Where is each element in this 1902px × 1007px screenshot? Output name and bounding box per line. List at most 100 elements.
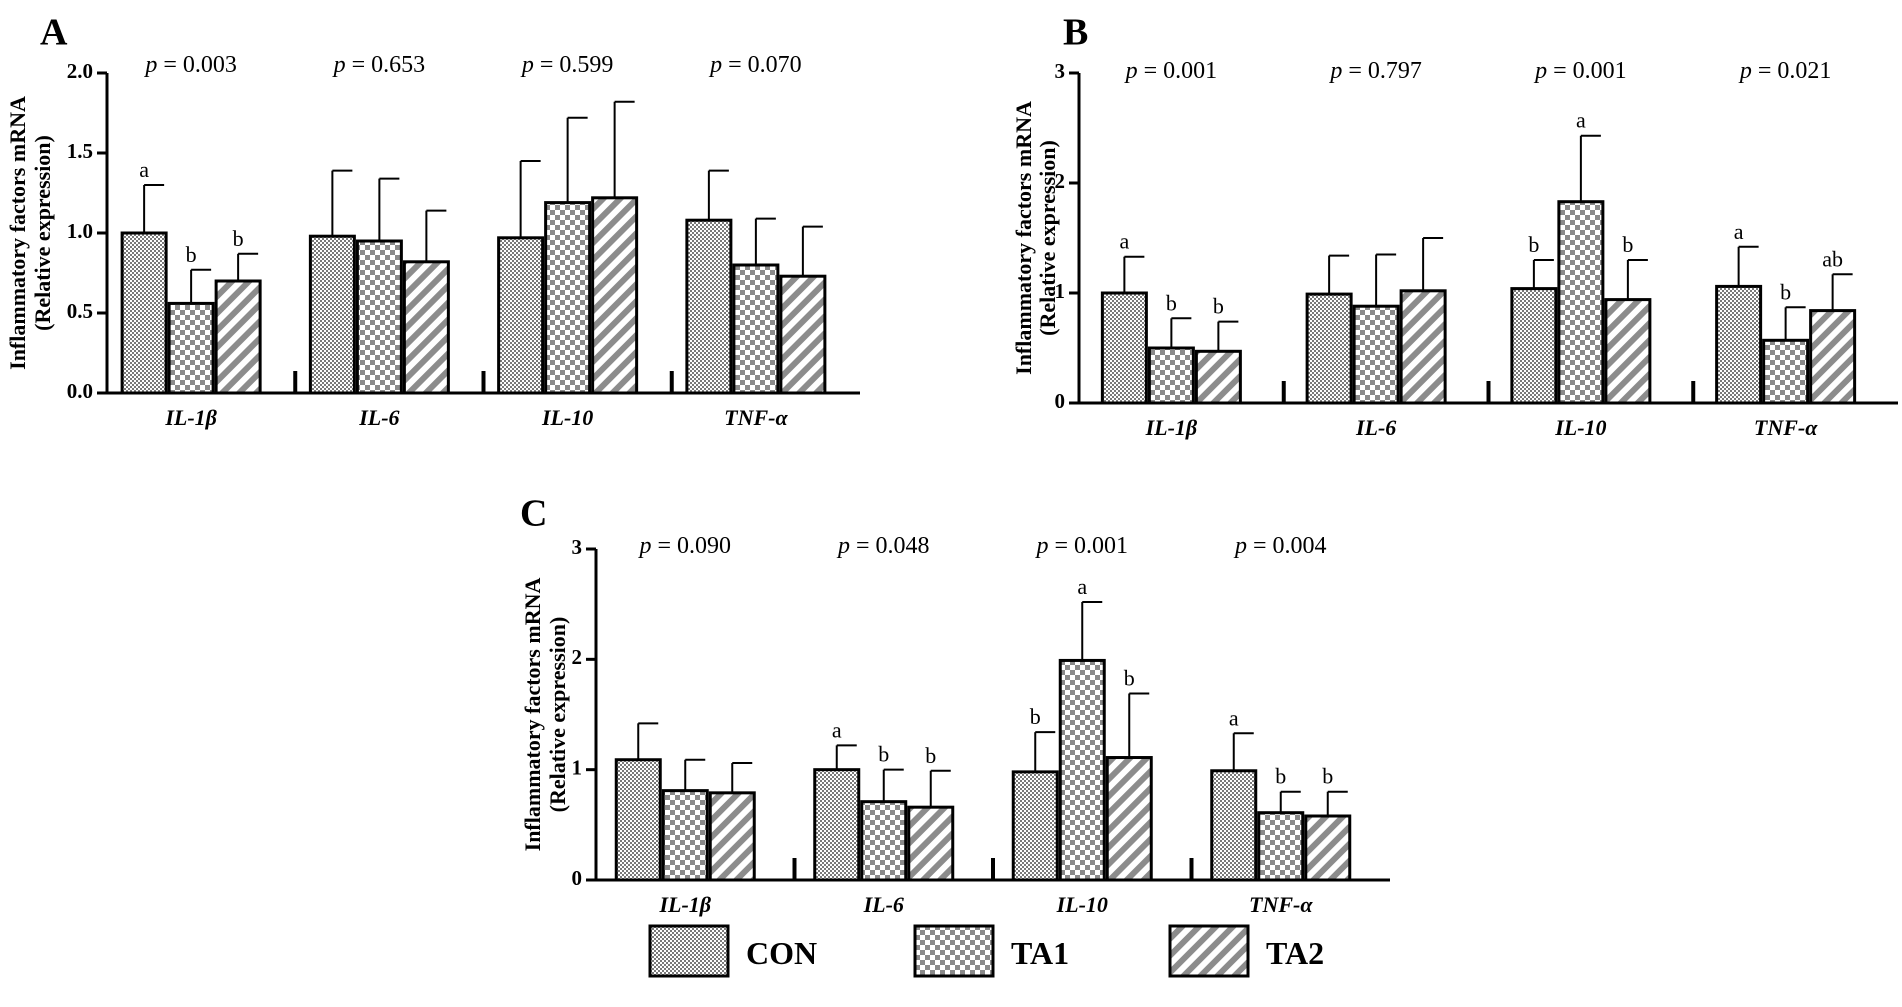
bar-con [120, 231, 168, 395]
significance-letter: a [1734, 219, 1744, 244]
bar-con [685, 218, 733, 395]
p-value-label: p = 0.797 [1328, 58, 1422, 84]
p-value-label: p = 0.653 [332, 52, 426, 78]
y-tick-label: 0 [572, 866, 583, 890]
p-value-symbol: p [1124, 58, 1138, 84]
significance-letter: b [925, 743, 936, 768]
bar-ta1 [544, 201, 592, 395]
bar-ta1 [1147, 346, 1195, 405]
p-value-label: p = 0.070 [708, 52, 802, 78]
p-value-number: = 0.653 [346, 52, 426, 78]
significance-letter: b [1322, 764, 1333, 789]
p-value-number: = 0.797 [1342, 58, 1422, 84]
bar-ta2 [907, 805, 955, 882]
p-value-symbol: p [1738, 58, 1752, 84]
panel-letter: A [40, 12, 68, 54]
x-category-label: IL-1β [164, 405, 217, 430]
bar-ta1 [860, 800, 908, 882]
y-axis-label-units: (Relative expression) [1035, 140, 1060, 336]
panel-c: C Inflammatory factors mRNA (Relative expr… [520, 493, 1390, 917]
y-tick-label: 1 [572, 755, 583, 779]
legend-item-ta1: TA1 [913, 924, 1069, 978]
bar-ta2 [779, 274, 827, 395]
bar-ta1 [661, 789, 709, 882]
legend-label: TA2 [1266, 935, 1324, 971]
p-value-symbol: p [1533, 58, 1547, 84]
bar-ta2 [708, 791, 756, 882]
y-tick-label: 2.0 [67, 59, 93, 83]
p-value-symbol: p [1233, 533, 1247, 559]
y-axis-label: Inflammatory factors mRNA [1011, 101, 1036, 375]
bar-ta2 [1604, 298, 1652, 405]
bar-ta1 [1257, 811, 1305, 882]
legend-label: CON [746, 935, 817, 971]
bar-ta2 [1809, 309, 1857, 405]
x-category-label: TNF-α [724, 405, 788, 430]
bar-ta2 [1304, 814, 1352, 882]
x-category-label: TNF-α [1249, 892, 1313, 917]
significance-letter: b [1124, 666, 1135, 691]
x-category-label: IL-6 [1355, 415, 1396, 440]
significance-letter: b [1622, 232, 1633, 257]
legend-swatch [1168, 924, 1250, 978]
p-value-label: p = 0.001 [1034, 533, 1128, 559]
significance-letter: a [1119, 229, 1129, 254]
bar-ta1 [167, 301, 215, 395]
p-value-label: p = 0.001 [1124, 58, 1218, 84]
bar-con [308, 234, 356, 395]
x-category-label: IL-1β [658, 892, 711, 917]
y-axis-label: Inflammatory factors mRNA [520, 578, 545, 852]
bar-con [1210, 769, 1258, 882]
bar-ta2 [1194, 349, 1242, 405]
p-value-label: p = 0.001 [1533, 58, 1627, 84]
y-tick-label: 0 [1055, 389, 1066, 413]
bar-ta2 [1399, 289, 1447, 405]
legend: CON TA1 TA2 [648, 924, 1324, 978]
p-value-symbol: p [143, 52, 157, 78]
panel-letter: B [1063, 12, 1088, 54]
p-value-label: p = 0.090 [637, 533, 731, 559]
legend-item-ta2: TA2 [1168, 924, 1324, 978]
bar-con [1100, 291, 1148, 405]
p-value-symbol: p [637, 533, 651, 559]
bar-ta1 [1352, 304, 1400, 405]
p-value-number: = 0.090 [651, 533, 731, 559]
x-category-label: IL-6 [358, 405, 399, 430]
p-value-label: p = 0.048 [836, 533, 930, 559]
p-value-number: = 0.001 [1547, 58, 1627, 84]
bar-con [1305, 292, 1353, 405]
significance-letter: b [186, 242, 197, 267]
x-category-label: IL-1β [1145, 415, 1198, 440]
significance-letter: b [1780, 279, 1791, 304]
p-value-label: p = 0.003 [143, 52, 237, 78]
x-category-label: IL-10 [1554, 415, 1606, 440]
p-value-symbol: p [708, 52, 722, 78]
significance-letter: b [1166, 290, 1177, 315]
y-tick-label: 1.5 [67, 139, 93, 163]
panel-letter: C [520, 493, 547, 535]
legend-item-con: CON [648, 924, 817, 978]
x-category-label: TNF-α [1754, 415, 1818, 440]
significance-letter: a [1077, 574, 1087, 599]
bar-con [497, 236, 545, 395]
y-tick-label: 1 [1055, 279, 1066, 303]
bar-ta1 [1058, 658, 1106, 882]
p-value-number: = 0.070 [722, 52, 802, 78]
bar-ta1 [1762, 338, 1810, 405]
significance-letter: b [1030, 704, 1041, 729]
y-tick-label: 2 [572, 645, 583, 669]
significance-letter: b [1275, 764, 1286, 789]
y-tick-label: 3 [1055, 59, 1066, 83]
significance-letter: b [878, 742, 889, 767]
bar-con [813, 768, 861, 882]
bar-con [614, 758, 662, 882]
y-tick-label: 3 [572, 535, 583, 559]
p-value-symbol: p [836, 533, 850, 559]
y-axis-label-units: (Relative expression) [545, 617, 570, 813]
y-axis-label-units: (Relative expression) [30, 135, 55, 331]
p-value-number: = 0.001 [1138, 58, 1218, 84]
bar-con [1715, 284, 1763, 405]
p-value-symbol: p [1034, 533, 1048, 559]
bar-ta2 [1105, 756, 1153, 882]
